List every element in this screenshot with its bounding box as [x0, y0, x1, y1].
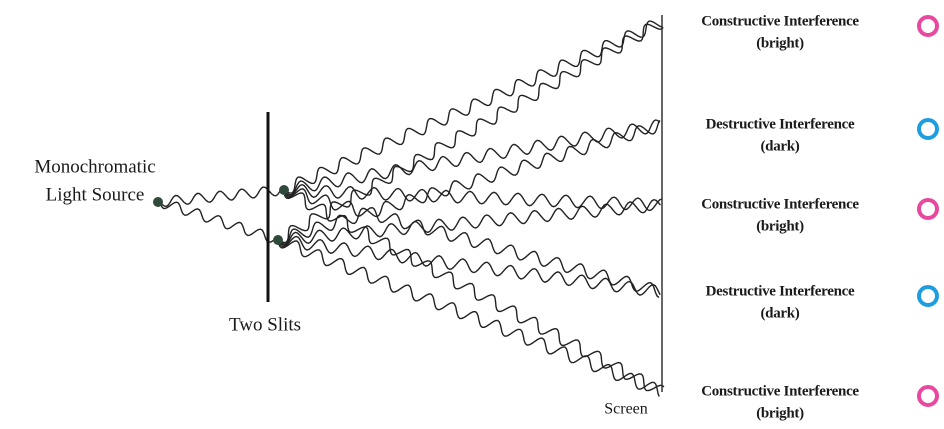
fringe-marker [919, 287, 937, 305]
wave [160, 202, 277, 242]
fringe-marker [919, 200, 937, 218]
wave [284, 120, 660, 195]
slit-point [273, 235, 283, 245]
source-label: Light Source [46, 184, 145, 205]
source-label: Monochromatic [34, 156, 155, 177]
fringe-title: Constructive Interference [701, 13, 859, 29]
slit-point [279, 185, 289, 195]
fringe-subtitle: (dark) [760, 138, 799, 154]
source-point [153, 197, 163, 207]
fringe-labels: Constructive Interference (bright) Destruc… [701, 13, 937, 421]
fringe-subtitle: (bright) [756, 405, 804, 421]
diagram: Monochromatic Light Source Two Slits Scr… [0, 0, 944, 429]
waves [160, 21, 664, 396]
wave [284, 189, 659, 298]
fringe-subtitle: (bright) [756, 218, 804, 234]
fringe-title: Constructive Interference [701, 383, 859, 399]
fringe-title: Constructive Interference [701, 196, 859, 212]
wave [278, 120, 660, 244]
slits-label: Two Slits [229, 314, 301, 335]
wave [278, 240, 659, 397]
fringe-title: Destructive Interference [706, 283, 855, 299]
screen-label: Screen [604, 401, 648, 418]
fringe-subtitle: (dark) [760, 305, 799, 321]
fringe-title: Destructive Interference [706, 116, 855, 132]
fringe-marker [919, 120, 937, 138]
wave [278, 237, 660, 296]
fringe-marker [919, 17, 937, 35]
fringe-subtitle: (bright) [756, 35, 804, 51]
wave [284, 21, 663, 193]
fringe-marker [919, 387, 937, 405]
wave [284, 190, 664, 391]
